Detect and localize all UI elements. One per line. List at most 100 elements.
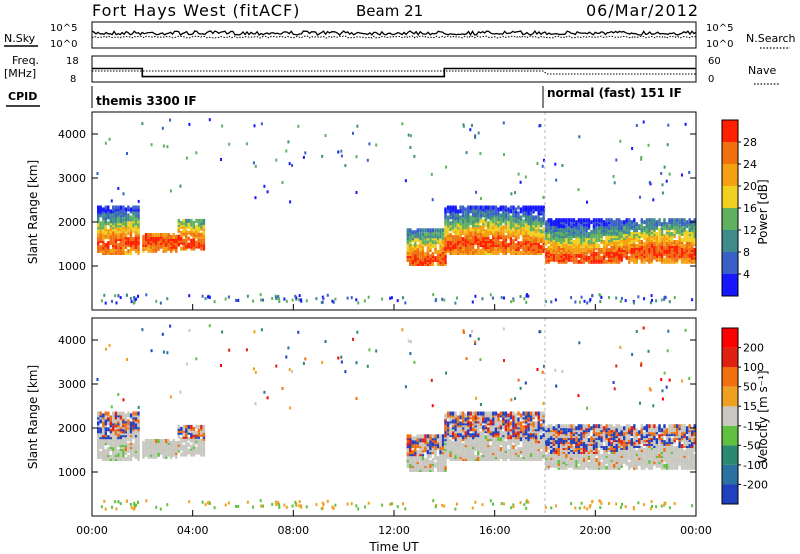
power-cell [237, 299, 240, 302]
power-cell [416, 228, 419, 233]
power-cell [259, 293, 262, 297]
velocity-cell [484, 457, 487, 461]
power-cell [582, 236, 586, 240]
power-cell [668, 218, 671, 223]
power-cell [552, 234, 555, 239]
velocity-cell [532, 441, 535, 446]
power-cell [474, 294, 477, 298]
power-cell [542, 233, 545, 238]
power-cell [459, 209, 462, 214]
power-cell [628, 218, 631, 223]
velocity-cell [409, 464, 412, 468]
power-cell [623, 253, 626, 258]
power-cell [586, 200, 588, 204]
nsky-box [91, 21, 697, 49]
power-cell [169, 189, 172, 193]
velocity-cell [519, 413, 523, 418]
power-cell [684, 122, 687, 126]
power-cell [419, 260, 422, 264]
power-cell [281, 181, 284, 184]
power-cell [114, 223, 118, 228]
velocity-cell [157, 439, 160, 443]
power-cell [404, 301, 407, 305]
power-cell [112, 237, 115, 242]
power-cell [187, 242, 190, 247]
velocity-cell [461, 443, 465, 448]
power-cell [389, 296, 392, 300]
power-cell [487, 205, 490, 210]
velocity-cell [499, 455, 503, 459]
power-cell [202, 246, 206, 251]
velocity-cell [540, 435, 543, 440]
velocity-cell [406, 452, 409, 457]
velocity-cell [152, 442, 155, 447]
power-cell [291, 164, 294, 167]
power-cell [519, 180, 522, 184]
velocity-cell [449, 439, 452, 444]
velocity-cell [514, 425, 518, 430]
nsky-label: N.Sky [4, 32, 36, 45]
freq-unit-label: [MHz] [4, 67, 36, 80]
power-cell [500, 296, 503, 299]
velocity-cell [149, 450, 153, 455]
y-tick-label: 2000 [58, 216, 86, 229]
power-cell [451, 235, 455, 240]
power-cell [691, 298, 694, 302]
power-cell [185, 218, 188, 223]
power-cell [492, 296, 494, 300]
power-cell [497, 247, 500, 251]
power-cell [451, 225, 455, 230]
power-cell [197, 226, 201, 231]
power-cell [555, 247, 558, 252]
velocity-cell [119, 455, 123, 459]
power-cell [446, 243, 450, 248]
power-cell [557, 253, 560, 258]
power-cell [479, 197, 482, 200]
power-cell [429, 254, 432, 259]
velocity-cell [117, 449, 120, 454]
velocity-cell [434, 434, 437, 439]
velocity-cell [439, 450, 442, 455]
velocity-cell [605, 442, 608, 446]
velocity-cell [167, 439, 170, 443]
power-cell [235, 298, 238, 302]
velocity-cell [633, 424, 636, 429]
power-cell [190, 238, 193, 243]
power-cell [522, 223, 525, 228]
power-cell [414, 242, 417, 247]
power-cell [135, 297, 138, 301]
power-cell [456, 235, 460, 240]
velocity-cell [419, 466, 422, 470]
velocity-cell [474, 415, 477, 420]
velocity-cell [477, 423, 480, 428]
power-cell [124, 241, 128, 246]
power-cell [585, 218, 588, 223]
velocity-cell [467, 443, 470, 448]
power-cell [542, 217, 545, 222]
power-cell [477, 131, 480, 135]
velocity-cell [494, 411, 498, 416]
power-cell [459, 215, 462, 220]
power-cell [133, 297, 136, 301]
power-cell [650, 247, 654, 252]
power-cell [413, 154, 416, 158]
power-cell [597, 236, 601, 240]
power-cell [454, 249, 457, 253]
power-cell [507, 243, 510, 248]
power-cell [592, 257, 596, 262]
power-cell [127, 213, 130, 218]
power-cell [582, 218, 586, 223]
velocity-cell [431, 468, 435, 472]
velocity-cell [499, 411, 503, 416]
power-cell [200, 238, 203, 243]
velocity-cell [434, 446, 437, 451]
power-cell [109, 235, 112, 240]
velocity-cell [499, 437, 503, 442]
velocity-cell [482, 411, 485, 416]
power-cell [108, 137, 111, 141]
power-cell [565, 244, 568, 248]
velocity-cell [595, 424, 598, 429]
power-cell [492, 211, 495, 216]
velocity-cell [124, 423, 128, 428]
power-cell [587, 240, 591, 244]
